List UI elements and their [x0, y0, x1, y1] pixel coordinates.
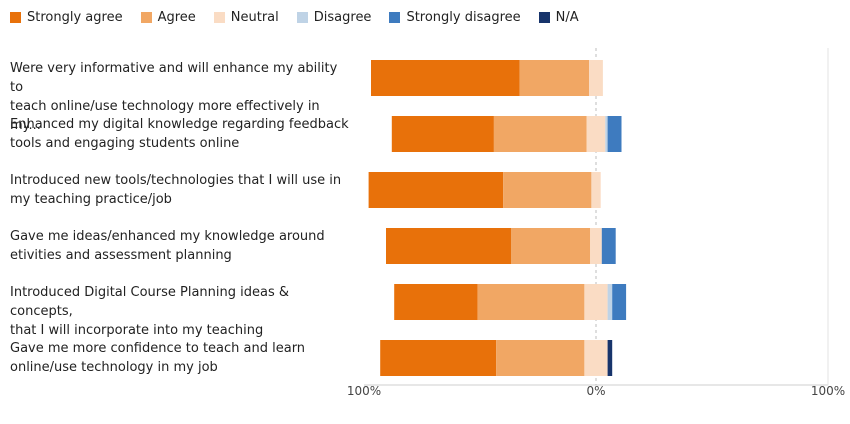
bar-neutral [589, 60, 603, 96]
question-label: Introduced Digital Course Planning ideas… [10, 283, 350, 340]
bar-neutral [584, 340, 608, 376]
bar-strongly-agree [386, 228, 512, 264]
bar-agree [519, 60, 589, 96]
legend-item-n-a[interactable]: N/A [538, 10, 579, 25]
legend-item-strongly-disagree[interactable]: Strongly disagree [389, 10, 521, 25]
legend-item-neutral[interactable]: Neutral [213, 10, 279, 25]
x-tick-label: 100% [810, 384, 846, 398]
bar-strongly-disagree [601, 228, 616, 264]
legend-swatch [10, 12, 21, 23]
bar-disagree [605, 116, 608, 152]
legend-label: Disagree [313, 10, 372, 25]
legend-item-agree[interactable]: Agree [140, 10, 196, 25]
bar-row [368, 172, 601, 208]
bar-strongly-agree [391, 116, 494, 152]
bar-neutral [590, 228, 602, 264]
bar-agree [493, 116, 587, 152]
bar-strongly-agree [394, 284, 478, 320]
question-label: Were very informative and will enhance m… [10, 59, 350, 135]
question-label-line: teach online/use technology more effecti… [10, 99, 320, 133]
bar-strongly-agree [371, 60, 520, 96]
legend-label: Strongly agree [27, 10, 123, 25]
question-label-line: Introduced Digital Course Planning ideas… [10, 285, 290, 319]
question-label-line: Were very informative and will enhance m… [10, 61, 338, 95]
question-label: Introduced new tools/technologies that I… [10, 171, 350, 209]
question-label: Gave me ideas/enhanced my knowledge arou… [10, 227, 350, 265]
bar-strongly-agree [368, 172, 504, 208]
bar-disagree [607, 284, 613, 320]
bar-row [380, 340, 613, 376]
bar-n-a [607, 340, 613, 376]
question-label-line: Introduced new tools/technologies that I… [10, 173, 342, 188]
bar-agree [477, 284, 585, 320]
bar-agree [503, 172, 592, 208]
question-label-line: my teaching practice/job [10, 192, 172, 207]
bar-strongly-agree [380, 340, 497, 376]
question-label: Enhanced my digital knowledge regarding … [10, 115, 350, 153]
bar-row [394, 284, 627, 320]
bar-row [391, 116, 622, 152]
legend-label: Strongly disagree [406, 10, 521, 25]
bar-agree [511, 228, 591, 264]
question-label-line: tools and engaging students online [10, 136, 240, 151]
bar-strongly-disagree [607, 116, 622, 152]
question-label-line: that I will incorporate into my teaching [10, 323, 264, 338]
bar-neutral [586, 116, 606, 152]
legend-swatch [389, 12, 401, 23]
x-tick-label: 0% [586, 384, 606, 398]
bar-neutral [591, 172, 601, 208]
question-label-line: online/use technology in my job [10, 360, 218, 375]
legend-swatch [296, 12, 308, 23]
legend-swatch [213, 12, 225, 23]
bar-neutral [584, 284, 608, 320]
question-label-line: etivities and assessment planning [10, 248, 232, 263]
legend-swatch [538, 12, 550, 23]
bar-strongly-disagree [612, 284, 627, 320]
legend: Strongly agree Agree Neutral Disagree Strong… [10, 10, 597, 25]
legend-label: N/A [555, 10, 579, 25]
legend-label: Neutral [230, 10, 279, 25]
bar-row [386, 228, 616, 264]
bar-agree [496, 340, 585, 376]
bar-row [371, 60, 603, 96]
legend-item-disagree[interactable]: Disagree [296, 10, 372, 25]
question-label-line: Gave me ideas/enhanced my knowledge arou… [10, 229, 325, 244]
question-label-line: Gave me more confidence to teach and lea… [10, 341, 306, 356]
question-label: Gave me more confidence to teach and lea… [10, 339, 350, 377]
legend-swatch [140, 12, 152, 23]
x-tick-label: 100% [346, 384, 382, 398]
question-label-line: Enhanced my digital knowledge regarding … [10, 117, 349, 132]
legend-label: Agree [157, 10, 196, 25]
legend-item-strongly-agree[interactable]: Strongly agree [10, 10, 123, 25]
